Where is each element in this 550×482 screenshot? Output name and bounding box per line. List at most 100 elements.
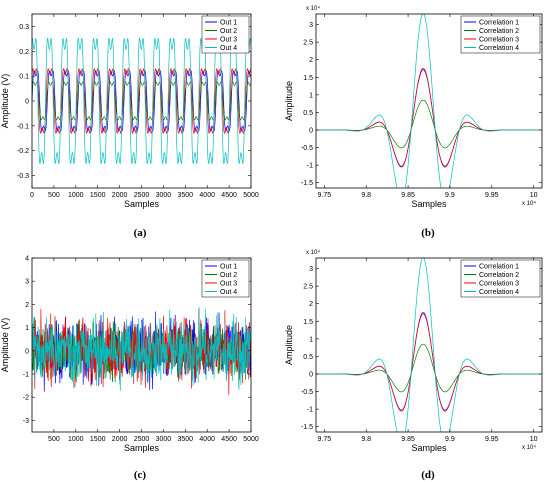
x-tick-label: 1000 bbox=[68, 436, 84, 443]
x-tick-label: 3500 bbox=[178, 192, 194, 199]
y-tick-label: 3 bbox=[309, 22, 313, 29]
series-line-out-1 bbox=[32, 70, 251, 132]
panel-c: 500 1000 1500 2000 2500 3000 3500 4000 4500 5000 -… bbox=[0, 256, 259, 482]
y-tick-label: 1.5 bbox=[303, 75, 313, 82]
y-tick-label: 1 bbox=[309, 92, 313, 99]
y-tick-label: 2 bbox=[25, 302, 29, 309]
y-tick-label: 3 bbox=[25, 279, 29, 286]
x-tick-label: 4500 bbox=[221, 436, 237, 443]
x-tick-label: 2000 bbox=[112, 192, 128, 199]
series-line-correlation-3 bbox=[316, 67, 541, 168]
x-tick-label: 2500 bbox=[134, 436, 150, 443]
caption-b: (b) bbox=[421, 227, 435, 239]
y-tick-label: 0.1 bbox=[19, 74, 29, 81]
legend-label: Correlation 4 bbox=[479, 45, 519, 52]
plot-frame bbox=[315, 13, 543, 189]
y-tick-label: 0 bbox=[25, 348, 29, 355]
y-tick-label: 0.3 bbox=[19, 24, 29, 31]
y-tick-label: -0.5 bbox=[301, 389, 313, 396]
legend-label: Correlation 2 bbox=[479, 28, 519, 35]
y-tick-label: -1.5 bbox=[301, 180, 313, 187]
x-tick-label: 1500 bbox=[90, 436, 106, 443]
y-tick-label: 2.5 bbox=[303, 284, 313, 291]
caption-a: (a) bbox=[134, 227, 147, 239]
series-line-correlation-4 bbox=[316, 14, 541, 188]
x-tick-label: 4500 bbox=[221, 192, 237, 199]
panel-a: 0 500 1000 1500 2000 2500 3000 3500 4000 4500 5000… bbox=[0, 13, 259, 239]
y-axis-label: Amplitude (V) bbox=[0, 74, 10, 129]
y-tick-label: 2 bbox=[309, 301, 313, 308]
x-tick-label: 9.9 bbox=[445, 192, 455, 199]
legend-label: Out 3 bbox=[220, 37, 237, 44]
legend-label: Out 1 bbox=[220, 264, 237, 271]
legend-label: Out 2 bbox=[220, 272, 237, 279]
legend-label: Correlation 3 bbox=[479, 281, 519, 288]
y-tick-label: 0 bbox=[25, 99, 29, 106]
plot-frame bbox=[315, 257, 543, 433]
y-tick-label: 3 bbox=[309, 266, 313, 273]
series-line-out-3 bbox=[32, 68, 251, 134]
y-axis-label: Amplitude (V) bbox=[0, 318, 10, 373]
series-line-out-4 bbox=[32, 306, 251, 391]
x-tick-label: 9.8 bbox=[361, 192, 371, 199]
y-tick-label: -0.2 bbox=[17, 148, 29, 155]
legend-label: Correlation 1 bbox=[479, 264, 519, 271]
x-exponent-label: x 10⁴ bbox=[522, 200, 536, 207]
y-tick-label: -1 bbox=[307, 407, 313, 414]
caption-d: (d) bbox=[421, 469, 435, 481]
y-tick-label: -0.5 bbox=[301, 145, 313, 152]
x-tick-label: 10 bbox=[530, 436, 538, 443]
legend-label: Correlation 4 bbox=[479, 289, 519, 296]
series-group bbox=[32, 37, 251, 165]
legend-label: Out 3 bbox=[220, 281, 237, 288]
series-line-correlation-2 bbox=[316, 99, 541, 149]
x-tick-label: 9.8 bbox=[361, 436, 371, 443]
y-tick-label: -1 bbox=[23, 372, 29, 379]
y-tick-label: 1 bbox=[309, 336, 313, 343]
x-tick-label: 4000 bbox=[199, 436, 215, 443]
x-tick-label: 500 bbox=[48, 192, 60, 199]
x-tick-label: 2000 bbox=[112, 436, 128, 443]
series-line-correlation-2 bbox=[316, 343, 541, 393]
x-tick-label: 3500 bbox=[178, 436, 194, 443]
y-axis-label: Amplitude bbox=[284, 325, 294, 365]
x-tick-label: 2500 bbox=[134, 192, 150, 199]
x-tick-label: 3000 bbox=[156, 192, 172, 199]
series-line-out-2 bbox=[32, 81, 251, 121]
x-tick-label: 1500 bbox=[90, 192, 106, 199]
caption-c: (c) bbox=[134, 469, 147, 481]
y-tick-label: 0.2 bbox=[19, 49, 29, 56]
series-line-out-4 bbox=[32, 37, 251, 165]
x-axis-label: Samples bbox=[124, 443, 160, 453]
y-tick-label: 4 bbox=[25, 256, 29, 263]
y-tick-label: -0.3 bbox=[17, 173, 29, 180]
x-exponent-label: x 10⁴ bbox=[522, 444, 536, 451]
x-tick-label: 9.95 bbox=[485, 192, 499, 199]
y-tick-label: 1 bbox=[25, 325, 29, 332]
y-axis-label: Amplitude bbox=[284, 81, 294, 121]
series-group bbox=[316, 258, 541, 432]
legend-label: Out 4 bbox=[220, 45, 237, 52]
x-tick-label: 0 bbox=[30, 192, 34, 199]
y-tick-label: 0 bbox=[309, 128, 313, 135]
x-axis-label: Samples bbox=[124, 199, 160, 209]
x-tick-label: 9.85 bbox=[401, 192, 415, 199]
x-tick-label: 9.75 bbox=[318, 192, 332, 199]
y-tick-label: -2 bbox=[23, 395, 29, 402]
x-tick-label: 9.95 bbox=[485, 436, 499, 443]
x-tick-label: 1000 bbox=[68, 192, 84, 199]
x-tick-label: 4000 bbox=[199, 192, 215, 199]
x-tick-label: 5000 bbox=[243, 192, 259, 199]
y-exponent-label: x 10⁴ bbox=[306, 249, 320, 256]
y-tick-label: 2 bbox=[309, 57, 313, 64]
legend-label: Correlation 2 bbox=[479, 272, 519, 279]
series-line-correlation-4 bbox=[316, 258, 541, 432]
y-tick-label: -1.5 bbox=[301, 424, 313, 431]
y-tick-label: -0.1 bbox=[17, 123, 29, 130]
x-tick-label: 5000 bbox=[243, 436, 259, 443]
legend-label: Out 2 bbox=[220, 28, 237, 35]
x-axis-label: Samples bbox=[411, 443, 447, 453]
y-tick-label: 0.5 bbox=[303, 354, 313, 361]
legend-label: Out 4 bbox=[220, 289, 237, 296]
